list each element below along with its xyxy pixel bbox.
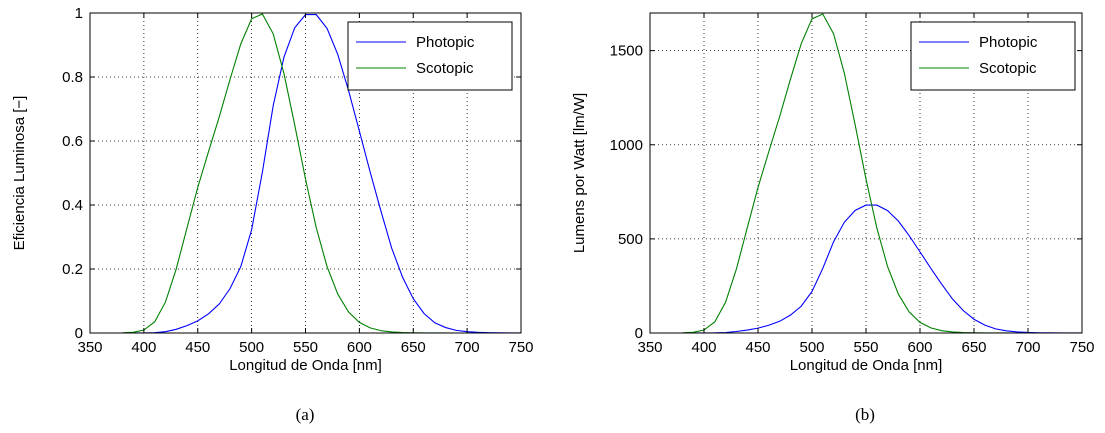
x-tick-label: 400	[691, 339, 716, 356]
legend-label: Scotopic	[416, 60, 474, 77]
x-tick-label: 400	[131, 339, 156, 356]
y-tick-label: 1	[75, 5, 83, 22]
chart-b: 350 400 450 500 550 600 650 700 750 0 500 1000 1500 L…	[571, 12, 1095, 424]
x-tick-label: 700	[1015, 339, 1040, 356]
x-tick-label: 600	[907, 339, 932, 356]
x-tick-label: 350	[77, 339, 102, 356]
x-tick-label: 550	[293, 339, 318, 356]
legend-label: Photopic	[979, 34, 1038, 51]
y-tick-label: 0.6	[62, 133, 83, 150]
legend-label: Photopic	[416, 34, 475, 51]
x-tick-label: 750	[1069, 339, 1094, 356]
x-tick-label: 700	[455, 339, 480, 356]
x-tick-label: 650	[961, 339, 986, 356]
y-tick-label: 0	[635, 325, 643, 342]
x-tick-label: 450	[185, 339, 210, 356]
y-tick-label: 1000	[610, 137, 643, 154]
series-line-photopic	[682, 204, 1083, 334]
legend: Photopic Scotopic	[910, 21, 1076, 91]
legend-label: Scotopic	[979, 60, 1037, 77]
x-tick-label: 550	[853, 339, 878, 356]
x-axis-label: Longitud de Onda [nm]	[790, 357, 943, 374]
y-tick-label: 500	[618, 231, 643, 248]
x-tick-label: 450	[745, 339, 770, 356]
x-tick-label: 750	[508, 339, 533, 356]
y-tick-label: 0.4	[62, 197, 83, 214]
y-axis-label: Lumens por Watt [lm/W]	[571, 93, 588, 253]
y-tick-label: 0.2	[62, 261, 83, 278]
x-tick-label: 500	[799, 339, 824, 356]
chart-a: 350 400 450 500 550 600 650 700 750 0 0.2 0.4 0.6 0.8…	[11, 5, 534, 424]
series-line-photopic	[122, 14, 522, 334]
legend-box	[910, 21, 1076, 91]
y-tick-label: 0	[75, 325, 83, 342]
x-tick-label: 350	[637, 339, 662, 356]
x-tick-label: 650	[401, 339, 426, 356]
x-axis-label: Longitud de Onda [nm]	[229, 357, 382, 374]
subfigure-caption: (a)	[296, 405, 315, 424]
y-tick-label: 1500	[610, 43, 643, 60]
y-axis-label: Eficiencia Luminosa [−]	[11, 96, 28, 251]
x-tick-label: 600	[347, 339, 372, 356]
x-tick-label: 500	[239, 339, 264, 356]
y-tick-label: 0.8	[62, 69, 83, 86]
subfigure-caption: (b)	[855, 405, 875, 424]
legend: Photopic Scotopic	[347, 21, 513, 91]
legend-box	[347, 21, 513, 91]
